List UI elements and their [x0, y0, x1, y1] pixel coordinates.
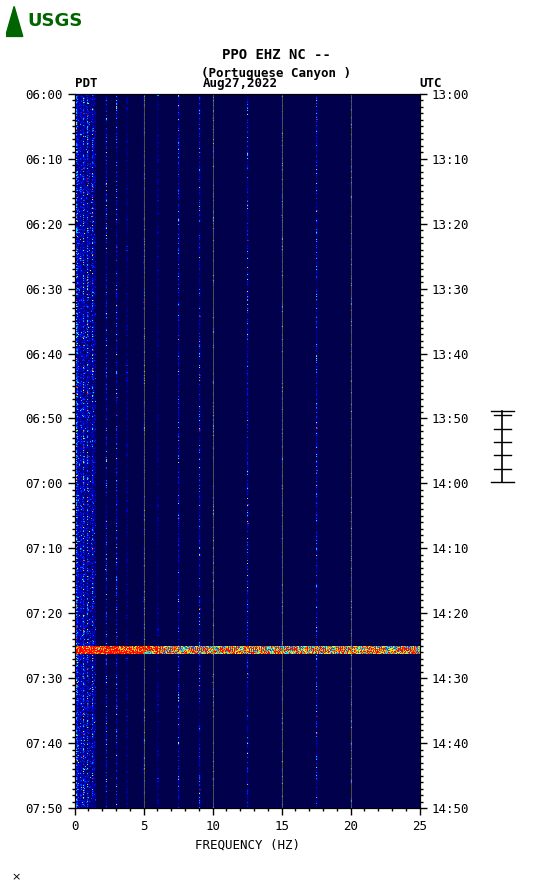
Text: Aug27,2022: Aug27,2022	[203, 78, 278, 90]
Text: PPO EHZ NC --: PPO EHZ NC --	[221, 48, 331, 63]
Text: PDT: PDT	[75, 78, 97, 90]
Text: USGS: USGS	[27, 13, 82, 30]
Text: (Portuguese Canyon ): (Portuguese Canyon )	[201, 67, 351, 79]
X-axis label: FREQUENCY (HZ): FREQUENCY (HZ)	[194, 839, 300, 852]
Text: $\times$: $\times$	[11, 872, 21, 882]
Polygon shape	[6, 6, 23, 37]
Text: UTC: UTC	[420, 78, 442, 90]
